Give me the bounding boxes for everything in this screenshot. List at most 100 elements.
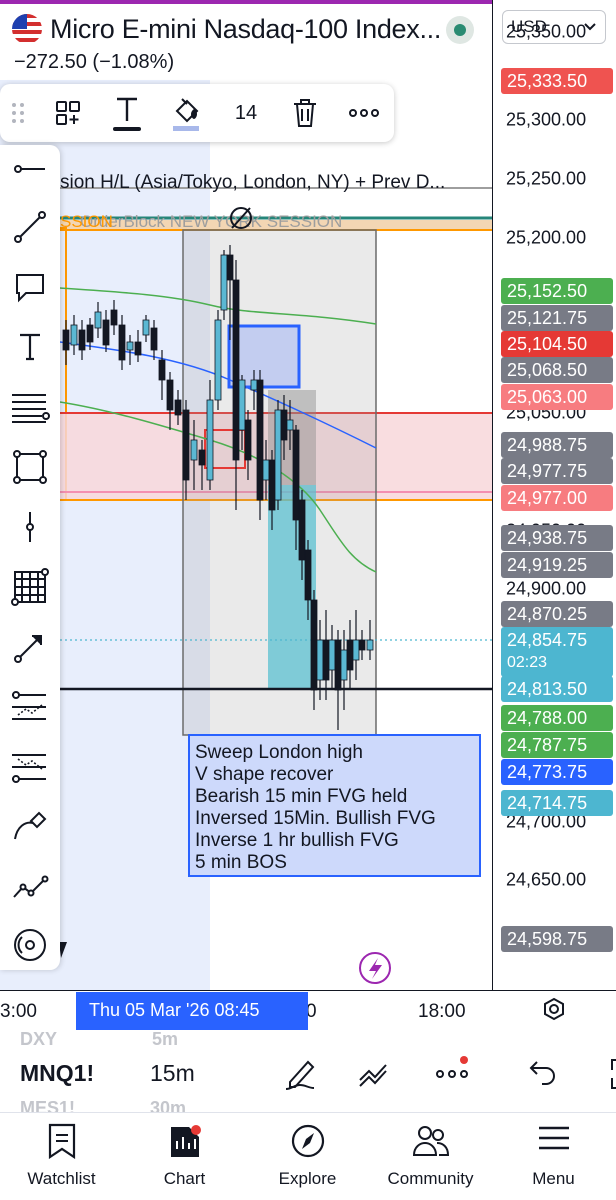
price-tick-label: 25,250.00 (506, 168, 587, 189)
vertical-line-tool-icon[interactable] (6, 503, 54, 551)
price-badge: 25,333.50 (501, 68, 613, 94)
vwap-line (59, 341, 377, 449)
prev-symbol[interactable]: DXY (20, 1029, 58, 1049)
currency-value: USD (511, 17, 547, 36)
price-badge: 24,787.75 (501, 732, 613, 758)
collapse-arrow-icon[interactable] (58, 940, 68, 960)
indicators-icon[interactable] (356, 1054, 396, 1094)
candle-body (182, 409, 190, 481)
chart-area[interactable]: sion H/L (Asia/Tokyo, London, NY) + Prev… (0, 80, 492, 990)
candle-body (150, 327, 158, 351)
nav-label: Menu (532, 1169, 575, 1188)
drag-handle-icon[interactable] (4, 84, 32, 142)
sweep-marker-icon (230, 207, 252, 229)
countdown-timer: 02:23 (507, 654, 548, 671)
candle-body (262, 459, 270, 481)
nav-chart[interactable]: Chart (123, 1113, 246, 1200)
nav-label: Watchlist (27, 1169, 96, 1188)
current-interval[interactable]: 15m (150, 1060, 195, 1086)
price-tick-label: 24,900.00 (506, 578, 587, 599)
callout-tool-icon[interactable] (6, 263, 54, 311)
candle-body (214, 319, 222, 401)
candle-body (190, 439, 198, 461)
short-position-tool-icon[interactable] (6, 743, 54, 791)
price-badge: 24,938.75 (501, 525, 613, 551)
nav-watchlist[interactable]: Watchlist (0, 1113, 123, 1200)
candle-body (118, 324, 126, 361)
chart-settings-icon[interactable] (540, 996, 568, 1024)
price-badge: 24,714.75 (501, 790, 613, 816)
trend-line-tool-icon[interactable] (6, 203, 54, 251)
events-lightning-icon[interactable] (359, 952, 391, 984)
fullscreen-icon[interactable] (596, 1054, 616, 1094)
price-badge: 24,598.75 (501, 926, 613, 952)
candle-body (334, 639, 342, 691)
horizontal-line-tool-icon[interactable] (6, 145, 54, 193)
price-change: −272.50 (−1.08%) (14, 51, 175, 73)
candle-body (134, 341, 142, 356)
template-icon[interactable] (44, 84, 92, 142)
candle-body (110, 309, 118, 326)
long-position-tool-icon[interactable] (6, 683, 54, 731)
note-line: Bearish 15 min FVG held (195, 786, 407, 807)
magnet-tool-icon[interactable] (6, 921, 54, 969)
candle-body (310, 599, 318, 691)
symbol-header[interactable]: Micro E-mini Nasdaq-100 Index... −272.50… (0, 4, 492, 80)
blue-fvg-box (227, 324, 301, 389)
chevron-down-icon (584, 23, 596, 31)
brush-tool-icon[interactable] (6, 803, 54, 851)
more-icon[interactable] (340, 84, 388, 142)
nav-menu[interactable]: Menu (492, 1113, 615, 1200)
path-tool-icon[interactable] (6, 863, 54, 911)
nav-community[interactable]: Community (369, 1113, 492, 1200)
nav-explore[interactable]: Explore (246, 1113, 369, 1200)
fill-color-icon[interactable] (162, 84, 210, 142)
nav-label: Explore (278, 1169, 337, 1188)
currency-select[interactable]: USD (502, 10, 606, 44)
note-box[interactable] (188, 734, 481, 877)
community-icon (412, 1126, 449, 1156)
candle-body (322, 639, 330, 681)
price-badge: 24,919.25 (501, 552, 613, 578)
candle-body (316, 639, 324, 681)
pen-draw-icon[interactable] (282, 1054, 322, 1094)
orderblock-label: OrderBlock NEW YORK SESSION (80, 212, 342, 231)
trash-icon[interactable] (282, 84, 328, 142)
candle-body (280, 409, 288, 441)
chart-icon (170, 1125, 201, 1157)
undo-icon[interactable] (520, 1054, 560, 1094)
grid-tool-icon[interactable] (6, 563, 54, 611)
candle-body (102, 319, 110, 346)
text-tool-icon[interactable] (6, 323, 54, 371)
current-symbol[interactable]: MNQ1! (20, 1060, 95, 1086)
candle-body (340, 649, 348, 681)
candles (62, 245, 374, 730)
rectangle-tool-icon[interactable] (6, 443, 54, 491)
candle-body (352, 639, 360, 661)
note-line: Inverse 1 hr bullish FVG (195, 830, 399, 851)
bottom-nav: Watchlist Chart Explore Community Menu (0, 1112, 616, 1200)
drawing-toolbar: 14 (0, 84, 394, 142)
candle-body (78, 329, 86, 351)
note-line: Sweep London high (195, 742, 363, 763)
prev-interval[interactable]: 5m (152, 1029, 179, 1049)
candle-body (268, 459, 276, 511)
price-badge: 24,870.25 (501, 601, 613, 627)
time-label: 0 (306, 1001, 317, 1022)
more-options-icon[interactable] (432, 1054, 472, 1094)
candle-body (244, 419, 252, 461)
fib-tool-icon[interactable] (6, 383, 54, 431)
arrow-tool-icon[interactable] (6, 623, 54, 671)
note-line: Inversed 15Min. Bullish FVG (195, 808, 436, 829)
time-label: 18:00 (418, 1001, 466, 1022)
chart-canvas[interactable]: sion H/L (Asia/Tokyo, London, NY) + Prev… (0, 80, 492, 990)
font-size-button[interactable]: 14 (234, 101, 258, 124)
market-status-icon[interactable] (446, 16, 474, 44)
text-color-icon[interactable] (104, 84, 150, 142)
symbol-bar: DXY MNQ1! MES1! 5m 15m 30m (0, 1029, 616, 1118)
hamburger-icon (538, 1126, 569, 1150)
price-badge: 24,977.75 (501, 458, 613, 484)
symbol-title[interactable]: Micro E-mini Nasdaq-100 Index... (50, 14, 442, 44)
candle-body (158, 359, 166, 381)
time-label: 3:00 (0, 1001, 37, 1022)
